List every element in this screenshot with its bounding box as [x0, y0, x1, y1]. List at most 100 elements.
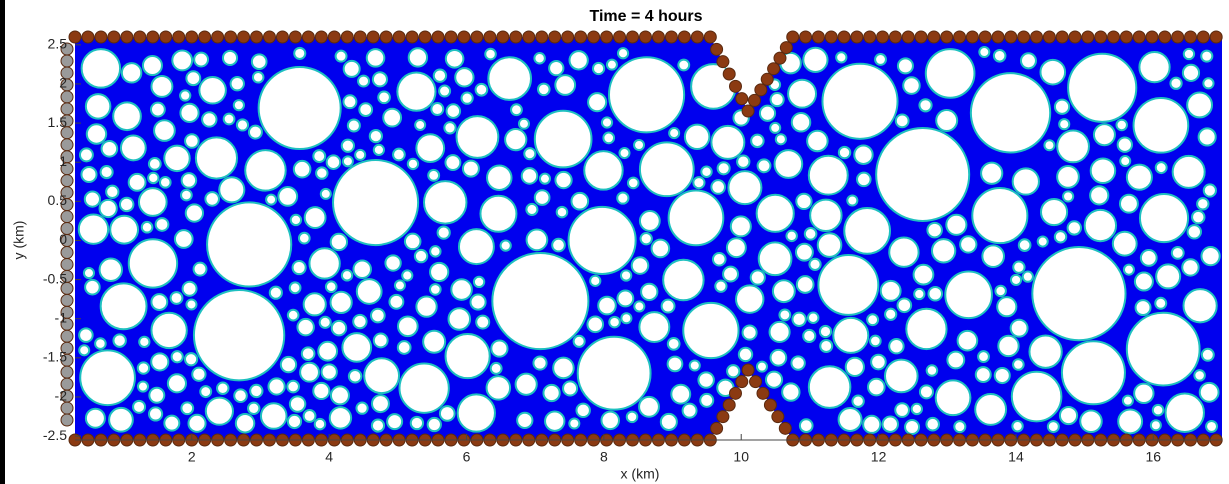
x-axis-label: x (km)	[621, 466, 660, 482]
coast-particle	[173, 31, 185, 43]
floe	[519, 119, 529, 129]
floe	[978, 351, 989, 362]
floe	[1192, 211, 1204, 223]
floe	[797, 276, 814, 293]
floe	[889, 339, 903, 353]
x-tick-label: 6	[463, 449, 471, 465]
floe	[106, 186, 118, 198]
floe	[1113, 232, 1137, 256]
page: Time = 4 hours x (km) y (km) 24681012141…	[0, 0, 1229, 484]
floe	[121, 135, 146, 160]
floe	[302, 347, 315, 360]
floe	[1201, 247, 1219, 265]
floe	[224, 114, 235, 125]
floe	[138, 362, 149, 373]
x-tick-label: 2	[188, 449, 196, 465]
floe	[291, 215, 301, 225]
floe	[739, 348, 752, 361]
floe	[779, 309, 790, 320]
floe	[927, 223, 942, 238]
floe	[661, 414, 677, 430]
floe	[881, 281, 901, 301]
floe	[727, 238, 746, 257]
floe	[543, 385, 559, 401]
floe	[374, 145, 384, 155]
floe	[428, 418, 441, 431]
floe	[196, 137, 237, 178]
floe	[998, 336, 1018, 356]
coast-particle	[95, 31, 107, 43]
floe	[471, 295, 486, 310]
floe	[751, 270, 765, 284]
coast-particle	[915, 31, 927, 43]
floe	[313, 150, 325, 162]
floe	[552, 239, 565, 252]
floe	[803, 330, 815, 342]
floe	[889, 238, 918, 267]
floe	[290, 282, 301, 293]
coast-particle	[764, 399, 776, 411]
floe	[1059, 119, 1069, 129]
coast-particle	[627, 31, 639, 43]
floe	[186, 299, 196, 309]
floe	[252, 54, 267, 69]
floe	[501, 240, 511, 250]
floe	[287, 381, 299, 393]
floe	[751, 135, 763, 147]
floe	[463, 161, 479, 177]
floe	[1183, 65, 1199, 81]
floe	[415, 250, 427, 262]
floe	[348, 119, 360, 131]
floe	[522, 168, 538, 184]
floe	[149, 388, 164, 403]
coast-particle	[1018, 31, 1030, 43]
chart: Time = 4 hours x (km) y (km) 24681012141…	[0, 0, 1229, 484]
floe	[538, 84, 550, 96]
floe	[82, 49, 121, 88]
coast-particle	[61, 402, 73, 414]
floe	[313, 383, 329, 399]
floe	[343, 95, 356, 108]
floe	[342, 140, 354, 152]
floe	[800, 419, 813, 432]
floe	[588, 93, 606, 111]
floe	[1203, 78, 1213, 88]
floe	[936, 380, 971, 415]
coast-particle	[717, 411, 729, 423]
coast-particle	[1133, 31, 1145, 43]
coast-particle	[549, 31, 561, 43]
floe	[1011, 320, 1028, 337]
floe	[85, 192, 100, 207]
floe	[439, 86, 450, 97]
coast-particle	[601, 31, 613, 43]
floe	[958, 331, 978, 351]
coast-particle	[212, 31, 224, 43]
coast-particle	[787, 31, 799, 43]
floe	[669, 191, 724, 246]
coast-particle	[562, 31, 574, 43]
floe	[1032, 247, 1125, 340]
floe	[318, 342, 337, 361]
floe	[480, 196, 516, 232]
floe	[584, 151, 622, 189]
floe	[398, 341, 411, 354]
coast-particle	[979, 31, 991, 43]
floe	[807, 131, 828, 152]
floe	[81, 167, 96, 182]
coast-particle	[711, 422, 723, 434]
floe	[424, 181, 466, 223]
left-border	[0, 0, 5, 484]
floe	[304, 293, 326, 315]
floe	[875, 54, 886, 65]
floe	[290, 396, 305, 411]
floe	[759, 242, 792, 275]
floe	[960, 236, 976, 252]
floe	[627, 412, 638, 423]
floe	[836, 52, 846, 62]
coast-particle	[966, 31, 978, 43]
floe	[154, 120, 175, 141]
floe	[803, 48, 827, 72]
floe	[773, 280, 795, 302]
floe	[1118, 409, 1142, 433]
floe	[113, 102, 141, 130]
